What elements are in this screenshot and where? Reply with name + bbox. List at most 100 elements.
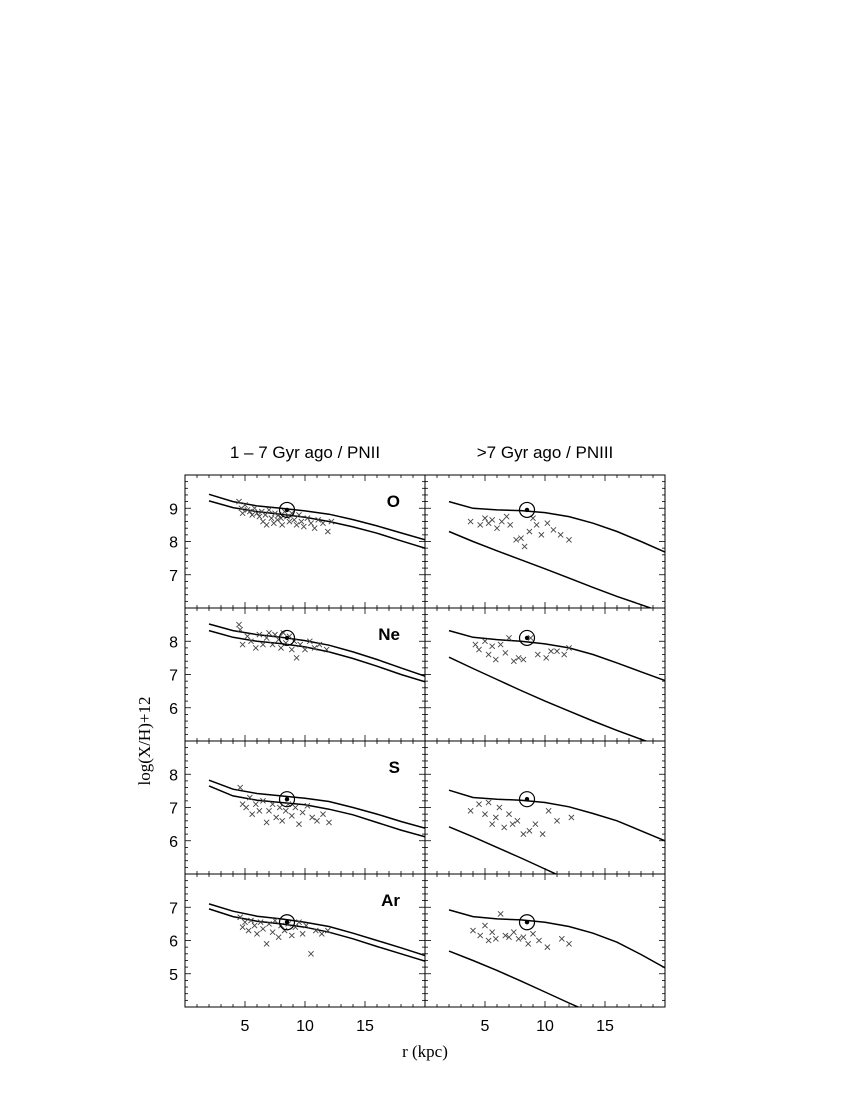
data-point [263,635,270,641]
data-point [299,930,306,937]
data-point [544,944,551,951]
model-curve-0 [448,789,665,842]
panel-frame [424,474,666,609]
data-point [256,513,263,520]
data-point [274,516,281,523]
model-curves [448,500,665,608]
data-point [288,932,295,939]
data-point [309,814,316,821]
data-point [467,807,474,814]
data-point [527,635,534,641]
data-point [266,807,272,814]
data-point [263,940,270,947]
panel-frame [424,607,666,742]
data-point [497,641,504,648]
data-point [515,935,522,942]
data-point [492,814,499,821]
chart-panel-7: 5 10 15 [424,873,666,1035]
data-point [502,932,509,939]
data-point [252,644,259,651]
sun-marker [518,791,536,808]
data-point [482,922,488,929]
y-tick-label: 5 [169,967,178,984]
data-point [467,518,474,525]
data-point [291,516,298,523]
data-point [492,935,499,942]
data-point [282,807,289,814]
data-point [521,543,528,550]
data-point [311,525,318,532]
model-curves [448,909,665,1007]
model-curve-0 [448,629,665,682]
x-tick-label: 5 [241,1018,250,1035]
data-point [525,940,532,947]
data-point [489,821,496,828]
data-point [492,656,499,663]
data-point [248,917,254,924]
y-tick-label: 8 [169,535,178,552]
sun-marker [278,914,296,931]
data-point [530,930,536,937]
data-point [324,528,331,535]
y-tick-label: 9 [169,501,178,518]
data-point [482,811,488,818]
data-point [476,801,482,808]
sun-ring [278,791,296,808]
model-curve-0 [208,623,425,677]
data-point [566,644,572,651]
data-point [268,515,275,522]
scatter-points [237,784,332,828]
sun-dot [524,507,530,513]
data-point [507,521,514,528]
y-axis-title: log(X/H)+12 [135,697,154,786]
data-point [482,638,488,645]
data-point [297,641,304,648]
data-point [296,919,302,926]
sun-dot [524,635,530,641]
data-point [557,531,564,538]
data-point [534,651,541,658]
element-label: Ar [381,891,400,910]
data-point [245,927,252,934]
scatter-points [236,498,335,535]
data-point [272,631,278,638]
data-point [533,521,540,528]
data-point [320,520,326,527]
y-tick-label: 6 [169,701,178,718]
data-point [485,799,492,806]
data-point [470,927,476,934]
chart-panel-0: 7 8 9 O [169,474,426,609]
model-curve-0 [208,903,425,957]
data-point [503,513,510,520]
data-point [304,515,311,522]
sun-dot [524,920,530,925]
data-point [263,819,270,826]
scatter-points [470,910,572,951]
data-point [561,651,568,658]
data-point [299,809,306,816]
sun-dot [284,507,290,513]
data-point [269,641,276,648]
data-point [256,807,263,814]
model-curve-0 [208,493,425,541]
data-point [323,646,330,653]
element-label: S [389,758,400,777]
data-point [472,641,479,648]
data-point [266,506,272,513]
data-point [489,643,496,650]
model-curve-0 [448,909,665,969]
data-point [513,536,520,543]
data-point [296,821,302,828]
data-point [236,498,242,505]
data-point [254,930,260,937]
sun-dot [284,920,290,925]
model-curve-1 [448,656,649,741]
data-point [246,508,253,515]
chart-panel-6: 5 6 7 5 10 15 Ar [169,873,426,1035]
scatter-points [467,799,575,838]
data-point [489,516,496,523]
y-tick-label: 7 [169,900,178,917]
x-tick-label: 10 [536,1018,554,1035]
data-point [311,644,318,651]
